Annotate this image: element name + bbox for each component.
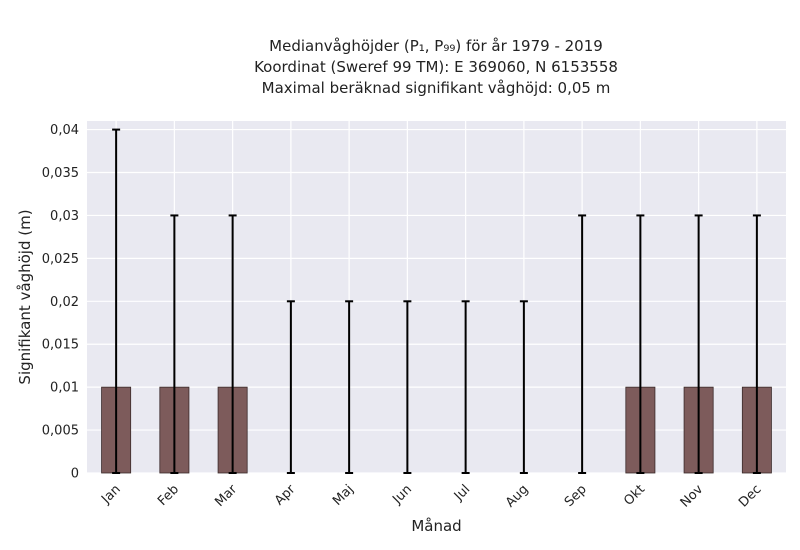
x-tick-label-feb: Feb: [155, 482, 182, 509]
chart-title: Medianvåghöjder (P₁, P₉₉) för år 1979 - …: [254, 37, 618, 97]
x-tick-label-sep: Sep: [562, 482, 590, 510]
plot-area: [87, 121, 786, 473]
y-axis-ticks: 0 0,005 0,01 0,015 0,02 0,025 0,03 0,035 0,04: [42, 123, 79, 481]
y-tick-label-6: 0,03: [50, 209, 79, 224]
error-bar-dec: [752, 214, 761, 474]
x-tick-label-mar: Mar: [212, 482, 240, 510]
error-bar-okt: [636, 214, 645, 474]
error-bar-nov: [694, 214, 703, 474]
error-bar-feb: [170, 214, 179, 474]
y-tick-label-1: 0,005: [42, 424, 79, 439]
error-bar-aug: [519, 300, 528, 474]
x-axis-ticks: Jan Feb Mar Apr Maj Jun Jul Aug Sep Okt Nov Dec: [98, 482, 764, 511]
x-tick-label-apr: Apr: [272, 482, 299, 509]
error-bar-jul: [461, 300, 470, 474]
x-tick-label-jul: Jul: [451, 482, 473, 504]
error-bar-apr: [286, 300, 295, 474]
error-bar-jan: [112, 128, 121, 474]
y-tick-label-2: 0,01: [50, 381, 79, 396]
y-tick-label-5: 0,025: [42, 252, 79, 267]
x-tick-label-jun: Jun: [389, 482, 415, 508]
x-tick-label-aug: Aug: [503, 482, 532, 511]
x-axis-label: Månad: [411, 517, 461, 535]
error-bar-sep: [578, 214, 587, 474]
error-bar-mar: [228, 214, 237, 474]
title-line-2: Koordinat (Sweref 99 TM): E 369060, N 61…: [254, 58, 618, 76]
x-tick-label-dec: Dec: [736, 482, 764, 510]
x-tick-label-nov: Nov: [678, 482, 707, 511]
error-bars: [112, 128, 761, 474]
y-tick-label-4: 0,02: [50, 295, 79, 310]
y-tick-label-3: 0,015: [42, 338, 79, 353]
error-bar-maj: [345, 300, 354, 474]
x-tick-label-jan: Jan: [98, 482, 123, 507]
title-line-1: Medianvåghöjder (P₁, P₉₉) för år 1979 - …: [269, 37, 603, 55]
y-tick-label-0: 0: [71, 467, 79, 482]
y-tick-label-7: 0,035: [42, 166, 79, 181]
y-axis-label: Signifikant våghöjd (m): [16, 209, 34, 384]
x-tick-label-okt: Okt: [621, 482, 648, 509]
x-tick-label-maj: Maj: [330, 482, 357, 509]
y-tick-label-8: 0,04: [50, 123, 79, 138]
title-line-3: Maximal beräknad signifikant våghöjd: 0,…: [262, 79, 611, 97]
error-bar-jun: [403, 300, 412, 474]
